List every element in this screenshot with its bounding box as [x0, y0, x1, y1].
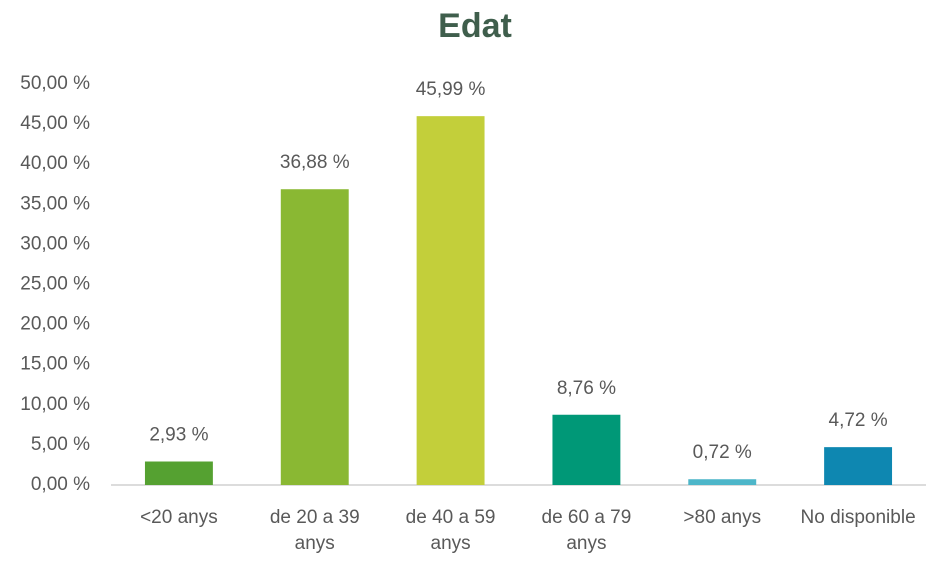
x-tick-label: de 40 a 59 anys [405, 507, 496, 554]
bar [416, 116, 485, 485]
x-tick-label: >80 anys [683, 507, 762, 528]
y-tick-label: 25,00 % [20, 274, 90, 295]
bar [280, 189, 349, 485]
y-tick-label: 0,00 % [31, 474, 90, 495]
bar [144, 461, 213, 485]
x-tick-label: de 20 a 39 anys [269, 507, 360, 554]
y-tick-label: 50,00 % [20, 73, 90, 94]
y-tick-label: 20,00 % [20, 314, 90, 335]
bar [824, 447, 893, 485]
y-tick-label: 15,00 % [20, 354, 90, 375]
y-tick-label: 40,00 % [20, 153, 90, 174]
bar [552, 414, 621, 485]
data-label: 8,76 % [557, 378, 616, 399]
data-label: 0,72 % [693, 442, 752, 463]
y-tick-label: 30,00 % [20, 233, 90, 254]
y-tick-label: 10,00 % [20, 394, 90, 415]
data-label: 2,93 % [149, 425, 208, 446]
x-tick-label: de 60 a 79 anys [541, 507, 632, 554]
data-label: 36,88 % [280, 152, 350, 173]
x-tick-label: No disponible [800, 507, 916, 528]
chart-title: Edat [438, 7, 512, 45]
x-tick-label: <20 anys [140, 507, 218, 528]
y-tick-label: 45,00 % [20, 113, 90, 134]
data-label: 45,99 % [416, 79, 486, 100]
data-label: 4,72 % [829, 410, 888, 431]
y-tick-label: 5,00 % [31, 434, 90, 455]
bar [688, 479, 757, 485]
y-tick-label: 35,00 % [20, 193, 90, 214]
